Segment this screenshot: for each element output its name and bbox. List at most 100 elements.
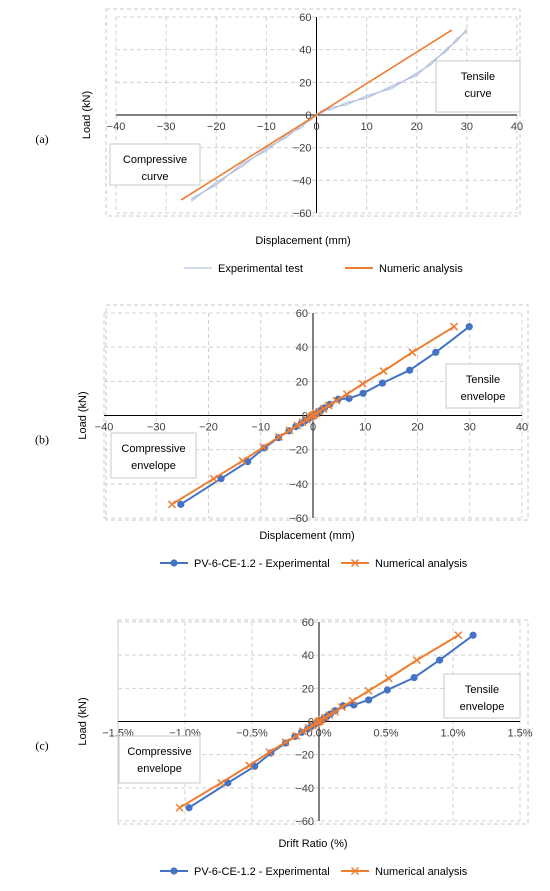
cross-stroke	[412, 656, 421, 665]
cross-stroke	[209, 474, 218, 483]
data-point-circle	[364, 696, 373, 704]
data-point-cross	[275, 432, 284, 441]
chart-panel-1: −40 −30 −20 −10 0 10 20 30 406040200−20−40−60Ten…	[35, 8, 523, 275]
cross-stroke	[304, 723, 313, 732]
cross-stroke	[321, 713, 330, 722]
data-point-cross	[332, 396, 341, 405]
y-tick-label: 60	[299, 12, 311, 24]
annotation-text: curve	[142, 171, 169, 183]
chart-panel-3: −1.5%−1.0%−0.5%0.0%0.5%1.0%1.5%6040200−2…	[35, 617, 532, 878]
data-point-cross	[319, 404, 328, 413]
legend-entry: Experimental test	[184, 263, 303, 275]
y-tick-label: −60	[293, 208, 312, 220]
x-tick-label: 20	[411, 121, 423, 133]
y-axis-title: Load (kN)	[81, 91, 93, 139]
legend-entry: Numerical analysis	[341, 866, 468, 878]
x-tick-label: −10	[251, 422, 270, 434]
data-point-cross	[217, 778, 226, 787]
data-point-circle	[185, 804, 193, 812]
series-line-experimental	[190, 31, 468, 199]
data-point-cross	[450, 322, 459, 331]
y-tick-label: −40	[295, 783, 314, 795]
cross-stroke	[293, 421, 302, 430]
legend-swatch-marker	[170, 867, 178, 875]
plot-frame	[105, 304, 529, 521]
data-point-circle	[410, 673, 418, 682]
legend-entry: Numerical analysis	[341, 558, 468, 570]
data-point-cross	[292, 731, 301, 740]
x-tick-label: −10	[257, 121, 276, 133]
y-axis-title: Load (kN)	[77, 697, 89, 745]
y-axis-title: Load (kN)	[77, 391, 89, 439]
data-point-cross	[379, 367, 388, 376]
y-tick-label: −20	[295, 750, 314, 762]
cross-stroke	[364, 686, 373, 695]
cross-stroke	[450, 322, 459, 331]
annotation-text: curve	[465, 88, 492, 100]
data-point-circle	[432, 348, 440, 356]
data-point-cross	[298, 727, 307, 736]
legend-entry: PV-6-CE-1.2 - Experimental	[160, 558, 330, 570]
data-point-cross	[265, 748, 274, 757]
legend-swatch-marker	[350, 558, 360, 568]
cross-stroke	[315, 407, 324, 416]
data-point-cross	[298, 418, 307, 427]
data-point-cross	[259, 443, 268, 452]
data-point-cross	[364, 686, 373, 695]
annotation-box	[118, 735, 201, 784]
data-point-circle	[383, 686, 391, 694]
data-point-cross	[408, 348, 417, 357]
data-point-cross	[325, 711, 334, 720]
data-point-cross	[454, 631, 463, 640]
data-point-cross	[281, 738, 290, 747]
cross-stroke	[298, 727, 307, 736]
y-tick-label: 20	[296, 376, 308, 388]
data-point-circle	[469, 631, 477, 639]
panel-label: (c)	[35, 739, 48, 753]
x-tick-label: 30	[461, 121, 473, 133]
x-tick-label: 40	[516, 422, 528, 434]
data-point-circle	[378, 379, 387, 387]
legend-entry: Numeric analysis	[345, 263, 463, 275]
annotation-box	[445, 363, 521, 409]
cross-stroke	[348, 696, 357, 705]
data-point-cross	[331, 707, 340, 716]
x-axis-title: Displacement (mm)	[259, 530, 354, 542]
legend-label: Numerical analysis	[375, 558, 468, 570]
data-point-cross	[167, 500, 176, 509]
legend-label: Numeric analysis	[379, 263, 463, 275]
data-point-cross	[384, 674, 393, 683]
cross-stroke	[245, 761, 254, 770]
data-point-circle	[345, 394, 353, 403]
panel-label: (a)	[35, 132, 48, 146]
y-tick-label: 60	[296, 308, 308, 320]
annotation-text: envelope	[460, 701, 505, 713]
annotation-text: envelope	[131, 460, 176, 472]
y-tick-label: 20	[299, 77, 311, 89]
annotation-text: envelope	[461, 391, 506, 403]
x-tick-label: −0.5%	[236, 728, 268, 740]
y-tick-label: 40	[299, 45, 311, 57]
data-point-circle	[436, 656, 444, 664]
x-tick-label: 20	[411, 422, 423, 434]
annotation-box	[443, 673, 521, 719]
cross-stroke	[358, 379, 367, 388]
cross-stroke	[408, 348, 417, 357]
legend-label: Numerical analysis	[375, 866, 468, 878]
y-tick-label: 40	[296, 342, 308, 354]
cross-stroke	[238, 456, 247, 465]
data-point-cross	[358, 379, 367, 388]
data-point-cross	[337, 703, 346, 712]
annotation-text: Compressive	[127, 746, 191, 758]
cross-stroke	[319, 404, 328, 413]
x-tick-label: 10	[359, 422, 371, 434]
y-tick-label: 0	[305, 110, 311, 122]
data-point-cross	[238, 456, 247, 465]
y-tick-label: −60	[295, 816, 314, 828]
y-tick-label: 20	[302, 683, 314, 695]
data-point-circle	[359, 389, 367, 397]
annotation-text: envelope	[137, 763, 182, 775]
cross-stroke	[379, 367, 388, 376]
series-line	[180, 29, 453, 201]
legend-entry: PV-6-CE-1.2 - Experimental	[160, 866, 330, 878]
